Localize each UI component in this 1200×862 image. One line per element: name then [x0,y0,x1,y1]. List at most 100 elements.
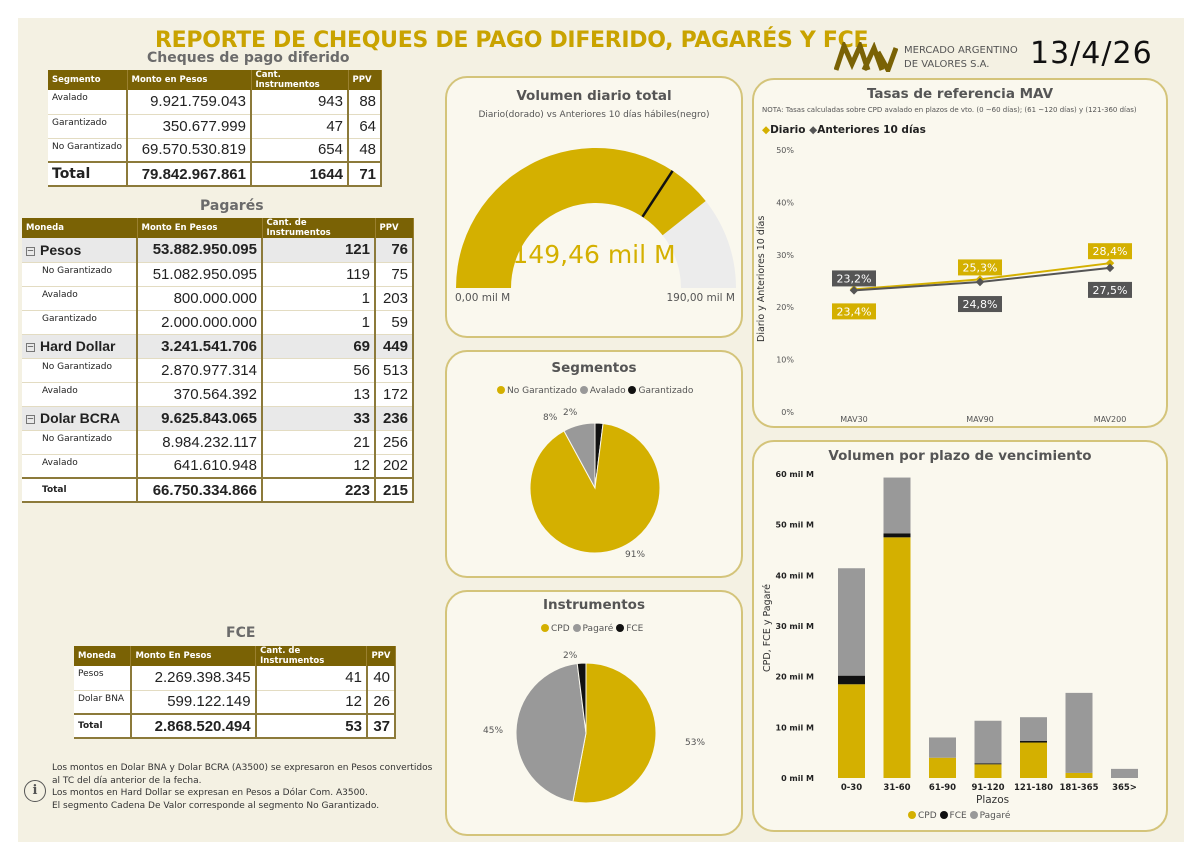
cell: Avalado [22,286,138,311]
collapse-icon[interactable]: – [26,245,35,256]
note-line: Los montos en Dolar BNA y Dolar BCRA (A3… [52,763,433,786]
pie-label: 2% [563,408,578,418]
report-title: REPORTE DE CHEQUES DE PAGO DIFERIDO, PAG… [155,28,869,53]
table-row: Avalado 641.610.948 12 202 [22,454,414,479]
instrumentos-legend: CPD Pagaré FCE [541,624,643,634]
table-row: Dolar BNA 599.122.149 12 26 [74,690,397,715]
col-header: Cant. de Instrumentos [262,218,376,238]
cell[interactable]: – Dolar BCRA [22,406,138,431]
table-row: Avalado 370.564.392 13 172 [22,382,414,407]
collapse-icon[interactable]: – [26,342,35,352]
table-row: No Garantizado 69.570.530.819 654 48 [48,138,382,163]
col-header: Monto En Pesos [130,646,257,666]
mav-logo-icon [833,39,899,77]
collapse-icon[interactable]: – [26,414,35,424]
volumen-card: Volumen por plazo de vencimiento 0 mil M… [752,440,1168,832]
volumen-legend: CPD FCE Pagaré [908,811,1010,821]
pie-slice [529,422,661,554]
cell: 56 [262,358,376,383]
cell: Dolar BNA [74,690,132,715]
group-row[interactable]: – Hard Dollar 3.241.541.706 69 449 [22,334,414,359]
cell[interactable]: – Pesos [22,238,138,263]
col-header: PPV [366,646,396,666]
legend-dot-icon [616,624,625,632]
bar-segment [974,763,1002,765]
pie-slice [576,662,587,734]
cell: 9.625.843.065 [137,406,263,431]
data-label-box [958,259,1002,276]
data-point [975,277,985,287]
bar-segment [883,537,911,778]
cell: Total [22,477,138,503]
data-label: 23,2% [837,272,872,285]
bar-segment [1065,692,1093,773]
y-tick-label: 20 mil M [776,673,815,682]
y-tick-label: 30% [776,251,794,260]
cell: Garantizado [48,114,128,139]
bar-segment [883,533,911,538]
segmentos-title: Segmentos [551,360,637,376]
legend-dot-icon [908,811,916,819]
legend-label: Anteriores 10 días [817,124,926,136]
table-row: Garantizado 350.677.999 47 64 [48,114,382,139]
legend-dot-icon [579,386,588,394]
cell: 53 [255,713,368,739]
cell: 40 [366,666,397,691]
volumen-ylabel: CPD, FCE y Pagaré [762,584,773,672]
pagares-title: Pagarés [200,198,264,214]
cell: 64 [348,114,382,139]
cell: Total [48,161,128,187]
pie-label: 91% [625,550,646,560]
footnotes: Los montos en Dolar BNA y Dolar BCRA (A3… [52,762,442,812]
col-header: PPV [348,70,382,90]
legend-dot-icon [969,811,978,819]
cell: 69.570.530.819 [127,138,252,163]
cell[interactable]: – Hard Dollar [22,334,138,359]
cell: 370.564.392 [137,382,263,407]
cell: 9.921.759.043 [127,90,252,115]
bar-segment [929,737,956,758]
cell: 2.868.520.494 [130,713,257,739]
legend-label: CPD [551,624,570,634]
cell: 943 [251,90,349,115]
cell: 2.269.398.345 [130,666,257,691]
col-header: Monto En Pesos [137,218,263,238]
col-header: Cant. Instrumentos [251,70,349,90]
tasas-title: Tasas de referencia MAV [866,86,1054,102]
cell: 1 [262,286,376,311]
bar-segment [883,477,911,534]
gauge-max-label: 190,00 mil M [666,292,735,304]
cell: Garantizado [22,310,138,335]
legend-dot-icon [497,386,505,394]
x-tick-label: 61-90 [929,783,956,793]
cell: 51.082.950.095 [137,262,263,287]
col-header: Cant. de Instrumentos [255,646,368,666]
gauge-target-marker [641,170,674,218]
bar-segment [838,684,865,778]
group-row[interactable]: – Dolar BCRA 9.625.843.065 33 236 [22,406,414,431]
group-label: Hard Dollar [40,338,116,354]
cell: 8.984.232.117 [137,430,263,455]
group-row[interactable]: – Pesos 53.882.950.095 121 76 [22,238,414,263]
x-tick-label: MAV200 [1094,415,1127,424]
bar-segment [1020,741,1047,743]
bar-segment [974,764,1002,778]
pagares-table: Moneda Monto En Pesos Cant. de Instrumento… [22,218,414,503]
cell: 449 [375,334,414,359]
volumen-title: Volumen por plazo de vencimiento [828,448,1092,464]
legend-label: FCE [626,624,644,634]
data-point [1105,263,1115,273]
tasas-note: NOTA: Tasas calculadas sobre CPD avalado… [762,106,1137,114]
fce-table: Moneda Monto En Pesos Cant. de Instrumento… [74,646,397,739]
data-label: 25,3% [963,261,998,274]
legend-label: Diario [770,124,806,136]
cheques-table: Segmento Monto en Pesos Cant. Instrumentos… [48,70,382,187]
x-tick-label: 181-365 [1059,783,1098,793]
data-point [849,286,859,295]
legend-dot-icon [939,811,948,819]
cell: 59 [375,310,414,335]
data-label-box [1088,281,1132,298]
col-header: Segmento [48,70,128,90]
volumen-xlabel: Plazos [976,794,1010,806]
legend-label: Pagaré [979,811,1011,821]
